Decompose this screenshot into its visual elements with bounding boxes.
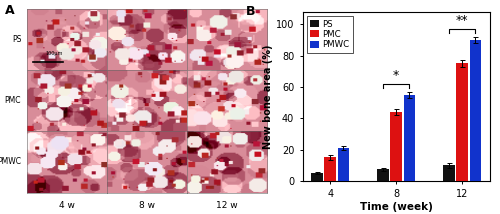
- Bar: [444, 165, 455, 181]
- Text: 12 w: 12 w: [216, 201, 238, 210]
- Text: B: B: [246, 5, 256, 18]
- Text: A: A: [5, 4, 15, 17]
- Text: 100μm: 100μm: [46, 51, 64, 56]
- Bar: [470, 40, 482, 181]
- Text: PMC: PMC: [4, 96, 21, 105]
- Text: **: **: [456, 14, 468, 27]
- Text: 4 w: 4 w: [59, 201, 74, 210]
- Bar: [377, 169, 389, 181]
- Bar: [456, 63, 468, 181]
- Text: *: *: [393, 69, 400, 82]
- Y-axis label: New bone area (%): New bone area (%): [263, 44, 273, 149]
- Text: 8 w: 8 w: [139, 201, 155, 210]
- Bar: [311, 173, 323, 181]
- Text: PS: PS: [12, 35, 21, 44]
- Text: PMWC: PMWC: [0, 158, 21, 166]
- X-axis label: Time (week): Time (week): [360, 202, 432, 212]
- Bar: [404, 95, 415, 181]
- Bar: [390, 112, 402, 181]
- Legend: PS, PMC, PMWC: PS, PMC, PMWC: [307, 16, 353, 53]
- Bar: [324, 157, 336, 181]
- Bar: [338, 148, 349, 181]
